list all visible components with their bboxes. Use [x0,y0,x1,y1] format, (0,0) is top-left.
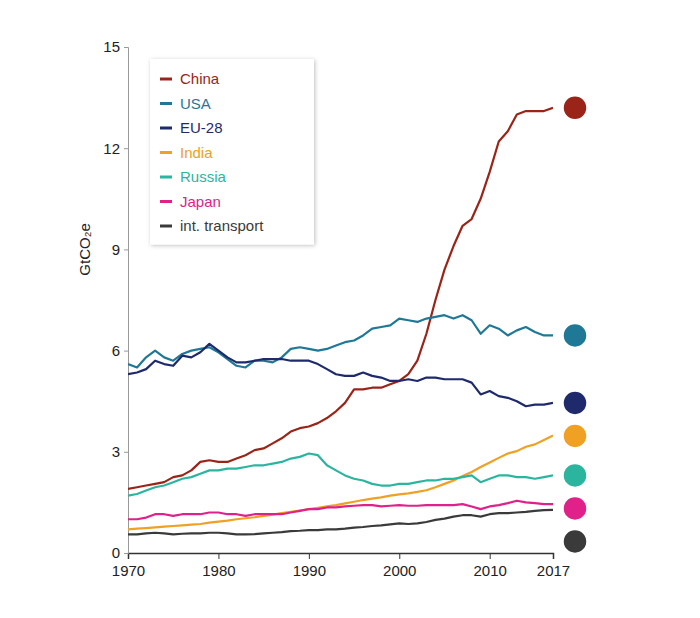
y-tick-label: 9 [112,241,120,258]
x-tick-label: 1980 [202,562,235,579]
legend-swatch [160,176,172,179]
flag-icon [563,323,587,347]
x-tick: 2010 [474,553,507,579]
legend: China USA EU-28 India Russia Japan int. transp… [150,59,314,245]
legend-label: India [180,144,213,161]
legend-box [150,59,314,245]
x-tick: 2017 [537,553,570,579]
legend-label: EU-28 [180,119,223,136]
x-tick: 2000 [383,553,416,579]
plot: 1970 1980 1990 2000 2010 2017 0 3 6 9 12 15 [103,38,570,579]
series-line [128,510,553,535]
y-tick-mark [124,148,128,149]
x-tick-label: 2017 [537,562,570,579]
y-tick-mark [124,249,128,250]
x-tick-mark [309,553,310,559]
x-tick-mark [218,553,219,559]
chart: 1970 1980 1990 2000 2010 2017 0 3 6 9 12 15 GtCO₂e Ch… [0,0,700,618]
x-tick-label: 2000 [383,562,416,579]
legend-swatch [160,200,172,203]
y-tick: 9 [112,241,128,258]
flag-icon [563,529,587,553]
flag-icon [563,391,587,415]
x-axis: 1970 1980 1990 2000 2010 2017 [112,553,570,579]
legend-swatch [160,102,172,105]
legend-swatch [160,78,172,81]
legend-swatch [160,151,172,154]
x-tick: 1990 [293,553,326,579]
x-tick-label: 1990 [293,562,326,579]
y-tick: 0 [112,544,128,561]
series-lines [128,108,553,535]
y-axis-line [124,48,129,554]
y-tick-label: 6 [112,342,120,359]
y-tick-mark [124,553,128,554]
y-axis-title: GtCO₂e [76,223,93,276]
y-tick: 3 [112,443,128,460]
y-axis: 0 3 6 9 12 15 [103,38,128,561]
legend-label: USA [180,95,211,112]
y-tick: 6 [112,342,128,359]
y-tick-mark [124,452,128,453]
y-tick-mark [124,47,128,48]
x-axis-line [129,554,554,560]
legend-label: China [180,70,220,87]
x-tick-label: 2010 [474,562,507,579]
flag-icon [563,424,587,448]
x-tick-label: 1970 [112,562,145,579]
y-tick-label: 3 [112,443,120,460]
legend-swatch [160,225,172,228]
series-line [128,315,553,367]
y-tick: 15 [103,38,128,55]
series-line [128,501,553,520]
flag-icon [563,496,587,520]
legend-label: Russia [180,168,227,185]
y-tick-label: 12 [103,140,120,157]
x-tick-mark [490,553,491,559]
flag-icon [563,96,587,120]
x-tick-mark [399,553,400,559]
end-icons [563,96,587,554]
legend-label: Japan [180,193,221,210]
legend-label: int. transport [180,217,264,234]
x-tick-mark [553,553,554,559]
y-tick: 12 [103,140,128,157]
y-tick-label: 15 [103,38,120,55]
x-tick: 1980 [202,553,235,579]
flag-icon [563,463,587,487]
y-tick-mark [124,351,128,352]
y-tick-label: 0 [112,544,120,561]
series-line [128,344,553,406]
legend-swatch [160,127,172,130]
series-line [128,453,553,495]
